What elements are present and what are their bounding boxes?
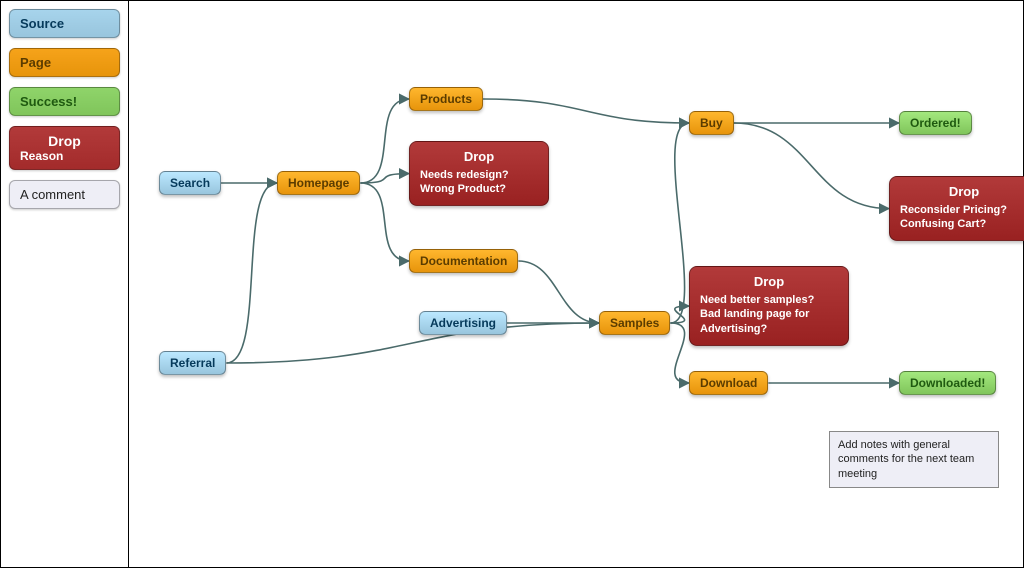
- legend-success: Success!: [9, 87, 120, 116]
- drop-reason-line: Wrong Product?: [420, 182, 538, 197]
- node-drop1[interactable]: Drop Needs redesign?Wrong Product?: [409, 141, 549, 206]
- drop-reason-line: Reconsider Pricing?: [900, 203, 1024, 218]
- diagram-canvas[interactable]: Search Referral Advertising Homepage Product…: [129, 1, 1023, 567]
- edge-samples-download: [670, 323, 689, 383]
- node-homepage[interactable]: Homepage: [277, 171, 360, 195]
- legend-drop-title: Drop: [20, 133, 109, 149]
- drop-title: Drop: [900, 183, 1024, 201]
- drop-reason-line: Needs redesign?: [420, 168, 538, 183]
- node-documentation[interactable]: Documentation: [409, 249, 518, 273]
- node-search[interactable]: Search: [159, 171, 221, 195]
- node-drop3[interactable]: Drop Reconsider Pricing?Confusing Cart?: [889, 176, 1024, 241]
- node-products[interactable]: Products: [409, 87, 483, 111]
- node-drop2[interactable]: Drop Need better samples?Bad landing page…: [689, 266, 849, 346]
- node-referral[interactable]: Referral: [159, 351, 226, 375]
- drop-title: Drop: [420, 148, 538, 166]
- node-ordered[interactable]: Ordered!: [899, 111, 972, 135]
- drop-reason-line: Need better samples?: [700, 293, 838, 308]
- legend-drop-reason: Reason: [20, 149, 109, 163]
- edge-homepage-drop1: [360, 174, 409, 183]
- legend-source: Source: [9, 9, 120, 38]
- edge-referral-homepage: [226, 183, 277, 363]
- node-samples[interactable]: Samples: [599, 311, 670, 335]
- edge-samples-drop2: [670, 306, 689, 323]
- edge-samples-buy: [670, 123, 689, 323]
- edge-homepage-products: [360, 99, 409, 183]
- node-buy[interactable]: Buy: [689, 111, 734, 135]
- edge-buy-drop3: [734, 123, 889, 209]
- node-downloaded[interactable]: Downloaded!: [899, 371, 996, 395]
- legend-panel: Source Page Success! Drop Reason A comme…: [1, 1, 129, 567]
- legend-drop: Drop Reason: [9, 126, 120, 170]
- legend-comment: A comment: [9, 180, 120, 209]
- drop-reason-line: Confusing Cart?: [900, 217, 1024, 232]
- edge-referral-samples: [226, 323, 599, 363]
- comment-note[interactable]: Add notes with general comments for the …: [829, 431, 999, 488]
- edge-products-buy: [483, 99, 689, 123]
- edge-documentation-samples: [518, 261, 599, 323]
- app-container: Source Page Success! Drop Reason A comme…: [0, 0, 1024, 568]
- node-advertising[interactable]: Advertising: [419, 311, 507, 335]
- legend-page: Page: [9, 48, 120, 77]
- drop-title: Drop: [700, 273, 838, 291]
- edge-homepage-documentation: [360, 183, 409, 261]
- node-download[interactable]: Download: [689, 371, 768, 395]
- drop-reason-line: Bad landing page for Advertising?: [700, 307, 838, 337]
